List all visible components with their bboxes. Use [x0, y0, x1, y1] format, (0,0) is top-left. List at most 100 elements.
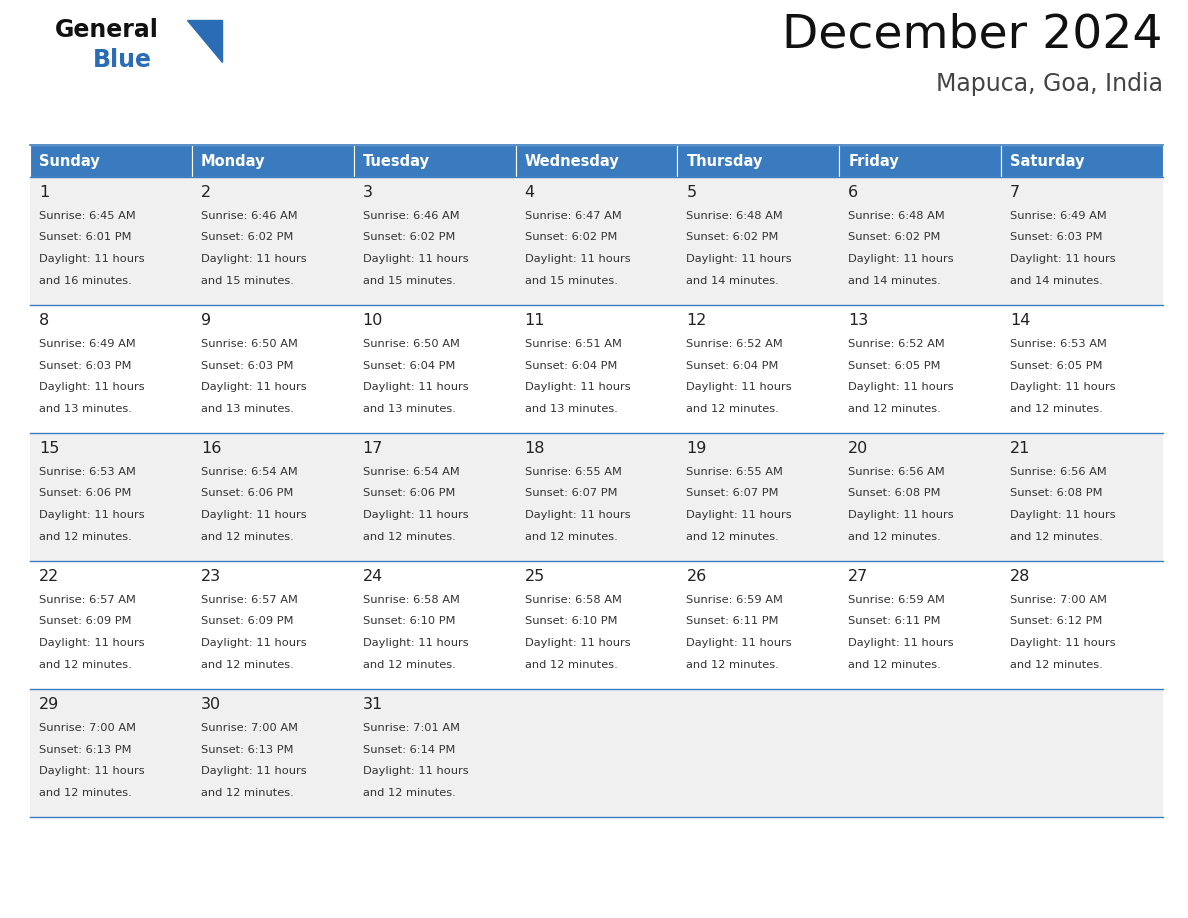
- Bar: [516, 561, 677, 689]
- Text: Daylight: 11 hours: Daylight: 11 hours: [1010, 638, 1116, 648]
- Text: Sunrise: 6:47 AM: Sunrise: 6:47 AM: [525, 211, 621, 221]
- Text: and 12 minutes.: and 12 minutes.: [848, 404, 941, 413]
- Text: Daylight: 11 hours: Daylight: 11 hours: [848, 382, 954, 392]
- Text: 15: 15: [39, 441, 59, 456]
- Text: Sunset: 6:05 PM: Sunset: 6:05 PM: [848, 361, 941, 371]
- Text: Sunset: 6:02 PM: Sunset: 6:02 PM: [848, 232, 941, 242]
- Bar: [1001, 177, 1163, 305]
- Text: and 13 minutes.: and 13 minutes.: [362, 404, 455, 413]
- Text: 3: 3: [362, 185, 373, 200]
- Text: Sunset: 6:11 PM: Sunset: 6:11 PM: [848, 617, 941, 626]
- Text: Wednesday: Wednesday: [525, 153, 619, 169]
- Text: Saturday: Saturday: [1010, 153, 1085, 169]
- Text: 26: 26: [687, 569, 707, 584]
- Bar: [839, 145, 1001, 177]
- Text: Sunrise: 6:48 AM: Sunrise: 6:48 AM: [848, 211, 944, 221]
- Text: Sunrise: 7:00 AM: Sunrise: 7:00 AM: [1010, 595, 1107, 605]
- Text: Sunrise: 6:58 AM: Sunrise: 6:58 AM: [362, 595, 460, 605]
- Text: and 12 minutes.: and 12 minutes.: [1010, 404, 1102, 413]
- Bar: [677, 145, 839, 177]
- Text: Daylight: 11 hours: Daylight: 11 hours: [39, 766, 145, 776]
- Text: 17: 17: [362, 441, 383, 456]
- Text: Daylight: 11 hours: Daylight: 11 hours: [848, 254, 954, 264]
- Text: Sunset: 6:02 PM: Sunset: 6:02 PM: [687, 232, 779, 242]
- Bar: [677, 177, 839, 305]
- Text: and 12 minutes.: and 12 minutes.: [687, 659, 779, 669]
- Text: Daylight: 11 hours: Daylight: 11 hours: [362, 254, 468, 264]
- Text: Sunrise: 7:00 AM: Sunrise: 7:00 AM: [39, 723, 135, 733]
- Text: Sunrise: 6:55 AM: Sunrise: 6:55 AM: [687, 467, 783, 477]
- Text: 4: 4: [525, 185, 535, 200]
- Text: 11: 11: [525, 313, 545, 328]
- Text: and 15 minutes.: and 15 minutes.: [362, 275, 455, 285]
- Text: Sunrise: 6:57 AM: Sunrise: 6:57 AM: [201, 595, 298, 605]
- Bar: [1001, 689, 1163, 817]
- Text: Sunset: 6:11 PM: Sunset: 6:11 PM: [687, 617, 779, 626]
- Text: Sunset: 6:02 PM: Sunset: 6:02 PM: [201, 232, 293, 242]
- Text: Mapuca, Goa, India: Mapuca, Goa, India: [936, 72, 1163, 96]
- Text: Sunday: Sunday: [39, 153, 100, 169]
- Text: 18: 18: [525, 441, 545, 456]
- Text: Sunset: 6:08 PM: Sunset: 6:08 PM: [848, 488, 941, 498]
- Text: Daylight: 11 hours: Daylight: 11 hours: [362, 766, 468, 776]
- Text: Daylight: 11 hours: Daylight: 11 hours: [201, 382, 307, 392]
- Text: Daylight: 11 hours: Daylight: 11 hours: [525, 510, 630, 520]
- Bar: [30, 433, 191, 561]
- Text: Friday: Friday: [848, 153, 899, 169]
- Polygon shape: [187, 20, 222, 62]
- Text: Sunrise: 6:55 AM: Sunrise: 6:55 AM: [525, 467, 621, 477]
- Text: and 14 minutes.: and 14 minutes.: [848, 275, 941, 285]
- Bar: [839, 177, 1001, 305]
- Text: Sunset: 6:10 PM: Sunset: 6:10 PM: [525, 617, 617, 626]
- Text: Sunrise: 6:45 AM: Sunrise: 6:45 AM: [39, 211, 135, 221]
- Text: and 12 minutes.: and 12 minutes.: [1010, 659, 1102, 669]
- Bar: [354, 433, 516, 561]
- Text: 5: 5: [687, 185, 696, 200]
- Text: and 15 minutes.: and 15 minutes.: [201, 275, 293, 285]
- Text: Sunset: 6:03 PM: Sunset: 6:03 PM: [1010, 232, 1102, 242]
- Text: Sunset: 6:05 PM: Sunset: 6:05 PM: [1010, 361, 1102, 371]
- Text: Daylight: 11 hours: Daylight: 11 hours: [39, 254, 145, 264]
- Bar: [191, 689, 354, 817]
- Text: Daylight: 11 hours: Daylight: 11 hours: [201, 510, 307, 520]
- Text: Sunset: 6:13 PM: Sunset: 6:13 PM: [201, 744, 293, 755]
- Bar: [30, 689, 191, 817]
- Bar: [354, 689, 516, 817]
- Text: Sunset: 6:08 PM: Sunset: 6:08 PM: [1010, 488, 1102, 498]
- Text: and 12 minutes.: and 12 minutes.: [201, 788, 293, 798]
- Text: Sunrise: 6:51 AM: Sunrise: 6:51 AM: [525, 339, 621, 349]
- Text: 7: 7: [1010, 185, 1020, 200]
- Text: Sunrise: 6:56 AM: Sunrise: 6:56 AM: [1010, 467, 1107, 477]
- Bar: [354, 561, 516, 689]
- Text: and 15 minutes.: and 15 minutes.: [525, 275, 618, 285]
- Bar: [1001, 561, 1163, 689]
- Bar: [839, 305, 1001, 433]
- Text: Sunrise: 6:53 AM: Sunrise: 6:53 AM: [39, 467, 135, 477]
- Bar: [191, 305, 354, 433]
- Text: Daylight: 11 hours: Daylight: 11 hours: [201, 254, 307, 264]
- Text: 8: 8: [39, 313, 49, 328]
- Text: Sunset: 6:12 PM: Sunset: 6:12 PM: [1010, 617, 1102, 626]
- Text: Blue: Blue: [93, 48, 152, 72]
- Text: Sunset: 6:03 PM: Sunset: 6:03 PM: [39, 361, 132, 371]
- Text: December 2024: December 2024: [783, 12, 1163, 57]
- Bar: [677, 561, 839, 689]
- Text: 28: 28: [1010, 569, 1030, 584]
- Text: and 12 minutes.: and 12 minutes.: [201, 532, 293, 542]
- Bar: [191, 177, 354, 305]
- Bar: [191, 561, 354, 689]
- Text: Tuesday: Tuesday: [362, 153, 430, 169]
- Text: Sunset: 6:13 PM: Sunset: 6:13 PM: [39, 744, 132, 755]
- Text: Sunrise: 6:46 AM: Sunrise: 6:46 AM: [201, 211, 297, 221]
- Text: Sunrise: 6:50 AM: Sunrise: 6:50 AM: [201, 339, 298, 349]
- Bar: [354, 177, 516, 305]
- Text: Daylight: 11 hours: Daylight: 11 hours: [1010, 382, 1116, 392]
- Bar: [839, 433, 1001, 561]
- Text: Sunset: 6:06 PM: Sunset: 6:06 PM: [201, 488, 293, 498]
- Text: Sunset: 6:01 PM: Sunset: 6:01 PM: [39, 232, 132, 242]
- Bar: [191, 145, 354, 177]
- Text: Sunrise: 6:54 AM: Sunrise: 6:54 AM: [362, 467, 460, 477]
- Text: Sunset: 6:04 PM: Sunset: 6:04 PM: [525, 361, 617, 371]
- Text: Sunrise: 6:49 AM: Sunrise: 6:49 AM: [1010, 211, 1107, 221]
- Text: and 12 minutes.: and 12 minutes.: [1010, 532, 1102, 542]
